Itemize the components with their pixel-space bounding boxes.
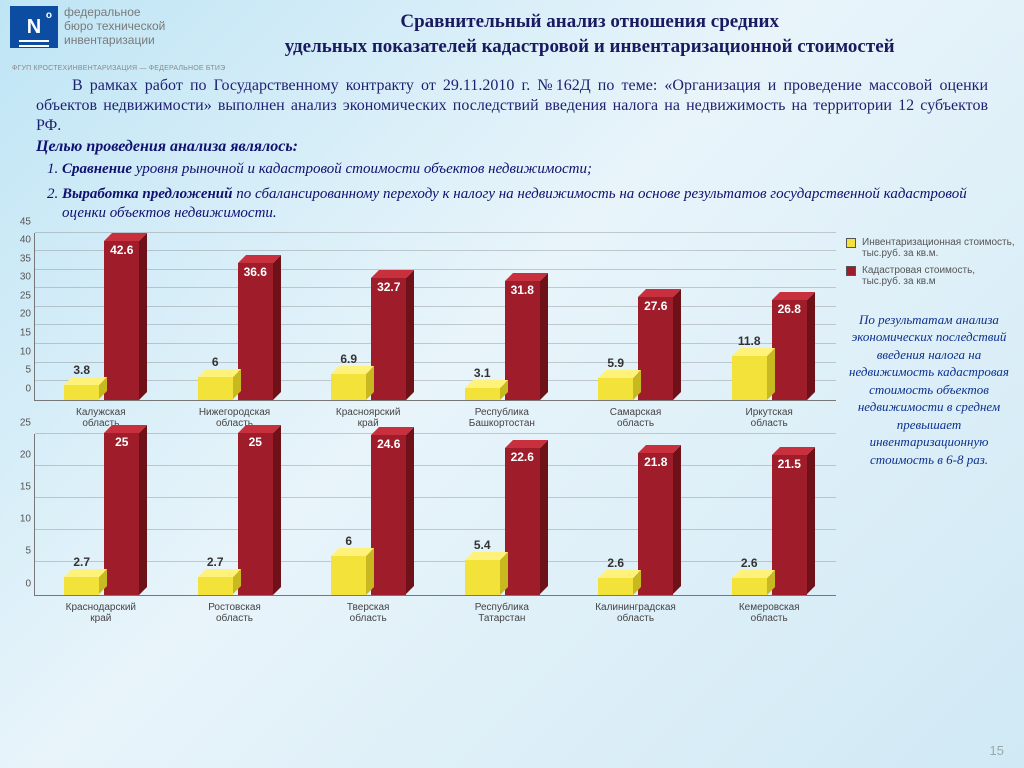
x-axis-label: Самарскаяобласть	[569, 401, 703, 430]
bar-s2: 27.6	[638, 297, 673, 400]
legend-item: Инвентаризационная стоимость, тыс.руб. з…	[846, 237, 1016, 259]
x-axis-label: Калининградскаяобласть	[569, 596, 703, 625]
chart-top: 05101520253035404542.63.836.6632.76.931.…	[8, 233, 836, 430]
bar-s1: 2.7	[64, 577, 99, 594]
bar-s1: 6	[331, 556, 366, 595]
legend-item: Кадастровая стоимость, тыс.руб. за кв.м	[846, 265, 1016, 287]
bar-s2: 31.8	[505, 281, 540, 400]
x-axis-label: РеспубликаТатарстан	[435, 596, 569, 625]
legend-swatch	[846, 266, 856, 276]
legend-swatch	[846, 238, 856, 248]
logo-text: федеральное бюро технической инвентариза…	[64, 6, 165, 47]
bar-s1: 5.4	[465, 560, 500, 595]
legend: Инвентаризационная стоимость, тыс.руб. з…	[842, 233, 1016, 301]
bar-s2: 26.8	[772, 300, 807, 400]
logo-subtitle: ФГУП КРОСТЕХИНВЕНТАРИЗАЦИЯ — ФЕДЕРАЛЬНОЕ…	[0, 65, 1024, 72]
bar-s1: 2.6	[732, 578, 767, 595]
bar-s1: 2.6	[598, 578, 633, 595]
bar-s2: 22.6	[505, 448, 540, 594]
x-axis-label: Иркутскаяобласть	[702, 401, 836, 430]
page-title: Сравнительный анализ отношения среднихуд…	[165, 6, 1014, 59]
x-axis-label: Тверскаяобласть	[301, 596, 435, 625]
bar-s1: 6	[198, 377, 233, 399]
side-note: По результатам анализа экономических пос…	[842, 301, 1016, 469]
bar-s1: 5.9	[598, 378, 633, 400]
goals-heading: Целью проведения анализа являлось:	[0, 138, 1024, 156]
bar-s2: 21.5	[772, 455, 807, 594]
bar-s2: 25	[104, 433, 139, 595]
bar-s2: 36.6	[238, 263, 273, 400]
bar-s1: 3.8	[64, 385, 99, 399]
goals-list: Сравнение уровня рыночной и кадастровой …	[0, 156, 1024, 232]
x-axis-label: РеспубликаБашкортостан	[435, 401, 569, 430]
bar-s2: 42.6	[104, 241, 139, 400]
bar-s2: 32.7	[371, 278, 406, 400]
bar-s1: 3.1	[465, 388, 500, 400]
intro-paragraph: В рамках работ по Государственному контр…	[0, 72, 1024, 138]
logo: No федеральное бюро технической инвентар…	[10, 6, 165, 48]
goal-item: Выработка предложений по сбалансированно…	[62, 185, 988, 223]
goal-item: Сравнение уровня рыночной и кадастровой …	[62, 160, 988, 179]
x-axis-label: Калужскаяобласть	[34, 401, 168, 430]
x-axis-label: Краснодарскийкрай	[34, 596, 168, 625]
x-axis-label: Ростовскаяобласть	[168, 596, 302, 625]
bar-s2: 25	[238, 433, 273, 595]
logo-mark: No	[10, 6, 58, 48]
bar-s1: 2.7	[198, 577, 233, 594]
bar-s2: 21.8	[638, 453, 673, 594]
x-axis-label: Красноярскийкрай	[301, 401, 435, 430]
bar-s1: 6.9	[331, 374, 366, 400]
header: No федеральное бюро технической инвентар…	[0, 0, 1024, 61]
page-number: 15	[990, 743, 1004, 758]
x-axis-label: Нижегородскаяобласть	[168, 401, 302, 430]
chart-bottom: 0510152025252.7252.724.6622.65.421.82.62…	[8, 434, 836, 625]
bar-s2: 24.6	[371, 435, 406, 594]
bar-s1: 11.8	[732, 356, 767, 400]
x-axis-label: Кемеровскаяобласть	[702, 596, 836, 625]
